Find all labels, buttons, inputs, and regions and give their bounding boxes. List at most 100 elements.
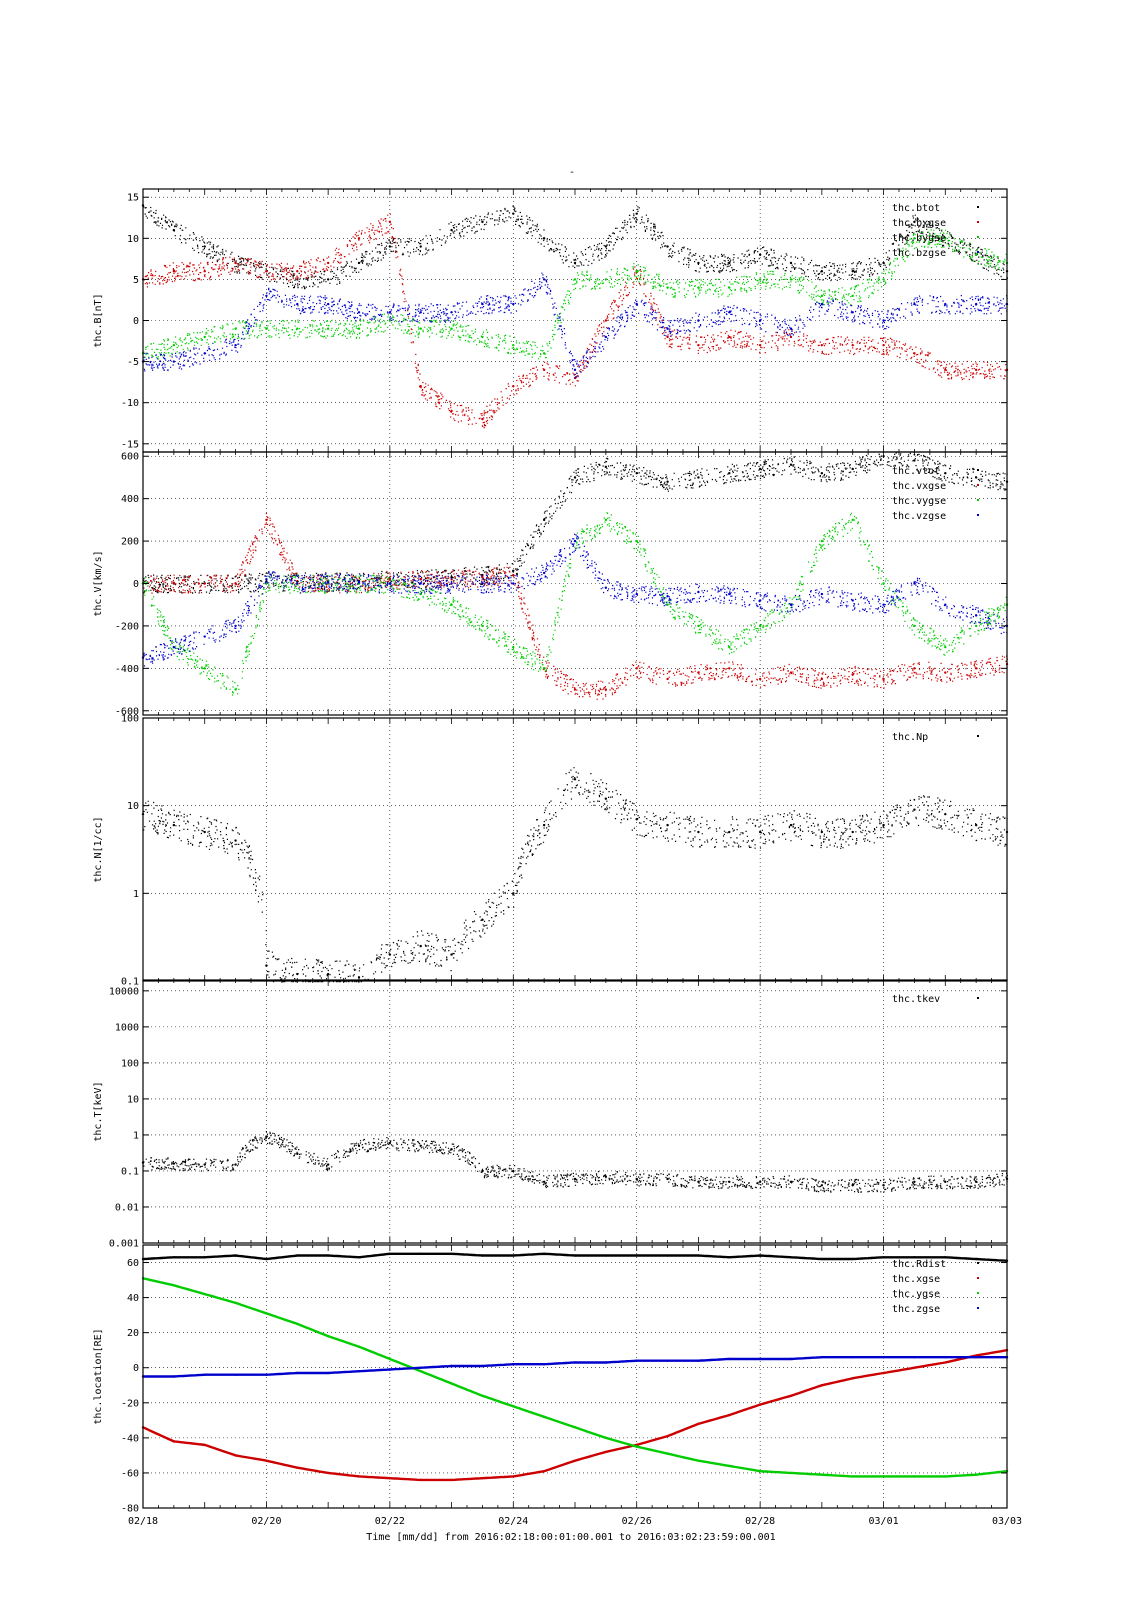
- data-point: [604, 1436, 608, 1440]
- data-point: [234, 839, 237, 842]
- data-point: [851, 1475, 854, 1478]
- data-point: [758, 343, 762, 347]
- data-point: [512, 1405, 515, 1408]
- data-point: [573, 1426, 577, 1429]
- y-tick-label: -600: [115, 706, 139, 717]
- data-point: [172, 1440, 176, 1443]
- data-point: [388, 220, 392, 224]
- data-point: [851, 467, 854, 471]
- data-point: [789, 1394, 793, 1397]
- data-point: [758, 253, 762, 256]
- y-axis-label: thc.location[RE]: [93, 1328, 104, 1424]
- data-point: [419, 1252, 422, 1255]
- y-tick-label: 0: [133, 579, 139, 590]
- data-point: [635, 212, 638, 215]
- data-point: [974, 624, 978, 628]
- series-thc-bygse: [141, 229, 1009, 360]
- data-point: [604, 319, 608, 322]
- data-point: [512, 302, 515, 306]
- data-point: [851, 1257, 854, 1261]
- y-tick-label: 1: [133, 1130, 139, 1141]
- y-axis: 10000 1000 100 10 1 0.1 0.01 0.001: [109, 980, 1008, 1250]
- y-tick-label: 0.1: [121, 977, 139, 988]
- legend-marker: [977, 484, 979, 486]
- data-point: [573, 278, 577, 281]
- data-point: [326, 1163, 330, 1166]
- data-point: [882, 603, 885, 606]
- data-point: [635, 539, 638, 543]
- data-point: [573, 688, 577, 691]
- data-point: [573, 1459, 577, 1462]
- legend-marker: [977, 251, 979, 253]
- data-point: [666, 1254, 669, 1257]
- data-point: [234, 624, 237, 628]
- data-point: [758, 830, 762, 834]
- data-point: [512, 892, 515, 895]
- data-point: [697, 1359, 700, 1362]
- y-tick-label: 40: [127, 1293, 139, 1304]
- data-layer: [141, 204, 1009, 429]
- series-thc-Np: [141, 767, 1009, 983]
- data-point: [450, 575, 453, 579]
- legend: thc.Np: [892, 732, 979, 743]
- y-tick-label: 60: [127, 1258, 139, 1269]
- y-tick-label: 100: [121, 1058, 139, 1069]
- data-point: [203, 335, 206, 339]
- data-point: [944, 671, 947, 674]
- data-point: [820, 592, 824, 596]
- data-point: [913, 582, 916, 585]
- y-tick-label: -60: [121, 1468, 139, 1479]
- data-point: [882, 319, 885, 322]
- data-point: [820, 1184, 824, 1187]
- data-point: [666, 1434, 669, 1438]
- y-axis-label: thc.V[km/s]: [93, 550, 104, 616]
- data-point: [666, 480, 669, 483]
- data-point: [326, 1334, 330, 1338]
- legend-marker: [977, 499, 979, 501]
- data-point: [913, 1256, 916, 1259]
- data-layer: [141, 1252, 1009, 1482]
- data-point: [388, 1141, 392, 1145]
- data-point: [820, 830, 824, 834]
- data-point: [388, 578, 392, 581]
- data-point: [419, 578, 422, 581]
- data-point: [357, 1370, 361, 1373]
- legend-marker: [977, 236, 979, 238]
- panel-1: 15 10 5 0 -5 -10 -15 thc.B[nT] thc.btot thc.bxgse…: [93, 188, 1009, 453]
- data-point: [388, 1252, 392, 1255]
- data-point: [820, 1384, 824, 1387]
- data-point: [542, 823, 546, 827]
- data-point: [635, 1445, 638, 1448]
- data-point: [789, 823, 793, 827]
- data-point: [882, 1356, 885, 1359]
- x-tick-label: 03/03: [992, 1516, 1022, 1527]
- data-point: [419, 1144, 422, 1147]
- data-point: [604, 278, 608, 281]
- data-point: [203, 582, 206, 585]
- grid: [142, 1245, 1008, 1508]
- legend-marker: [977, 735, 979, 737]
- data-point: [635, 1254, 638, 1257]
- x-tick-label: 02/18: [128, 1516, 158, 1527]
- data-point: [172, 1256, 176, 1259]
- data-point: [265, 294, 268, 298]
- data-point: [604, 465, 608, 469]
- data-point: [697, 1254, 700, 1257]
- data-point: [604, 518, 608, 522]
- data-point: [974, 823, 978, 827]
- data-point: [913, 1356, 916, 1359]
- data-point: [728, 1413, 731, 1417]
- data-point: [296, 582, 299, 585]
- data-point: [234, 1454, 237, 1457]
- data-point: [851, 1377, 854, 1380]
- data-point: [913, 237, 916, 240]
- data-point: [697, 830, 700, 834]
- data-point: [203, 635, 206, 638]
- data-point: [172, 360, 176, 363]
- data-point: [728, 1256, 731, 1259]
- y-tick-label: -80: [121, 1504, 139, 1515]
- data-point: [635, 1359, 638, 1362]
- data-point: [882, 1256, 885, 1259]
- y-tick-label: 0: [133, 316, 139, 327]
- data-point: [851, 311, 854, 314]
